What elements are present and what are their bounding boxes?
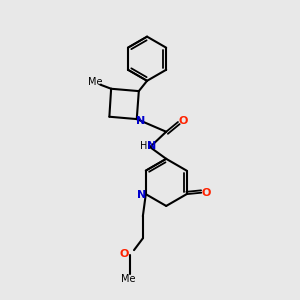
Text: O: O	[178, 116, 188, 126]
Text: H: H	[140, 142, 147, 152]
Text: N: N	[137, 190, 146, 200]
Text: N: N	[136, 116, 145, 126]
Text: O: O	[202, 188, 211, 198]
Text: Me: Me	[121, 274, 135, 284]
Text: O: O	[120, 249, 129, 259]
Text: N: N	[147, 142, 156, 152]
Text: Me: Me	[88, 77, 102, 87]
